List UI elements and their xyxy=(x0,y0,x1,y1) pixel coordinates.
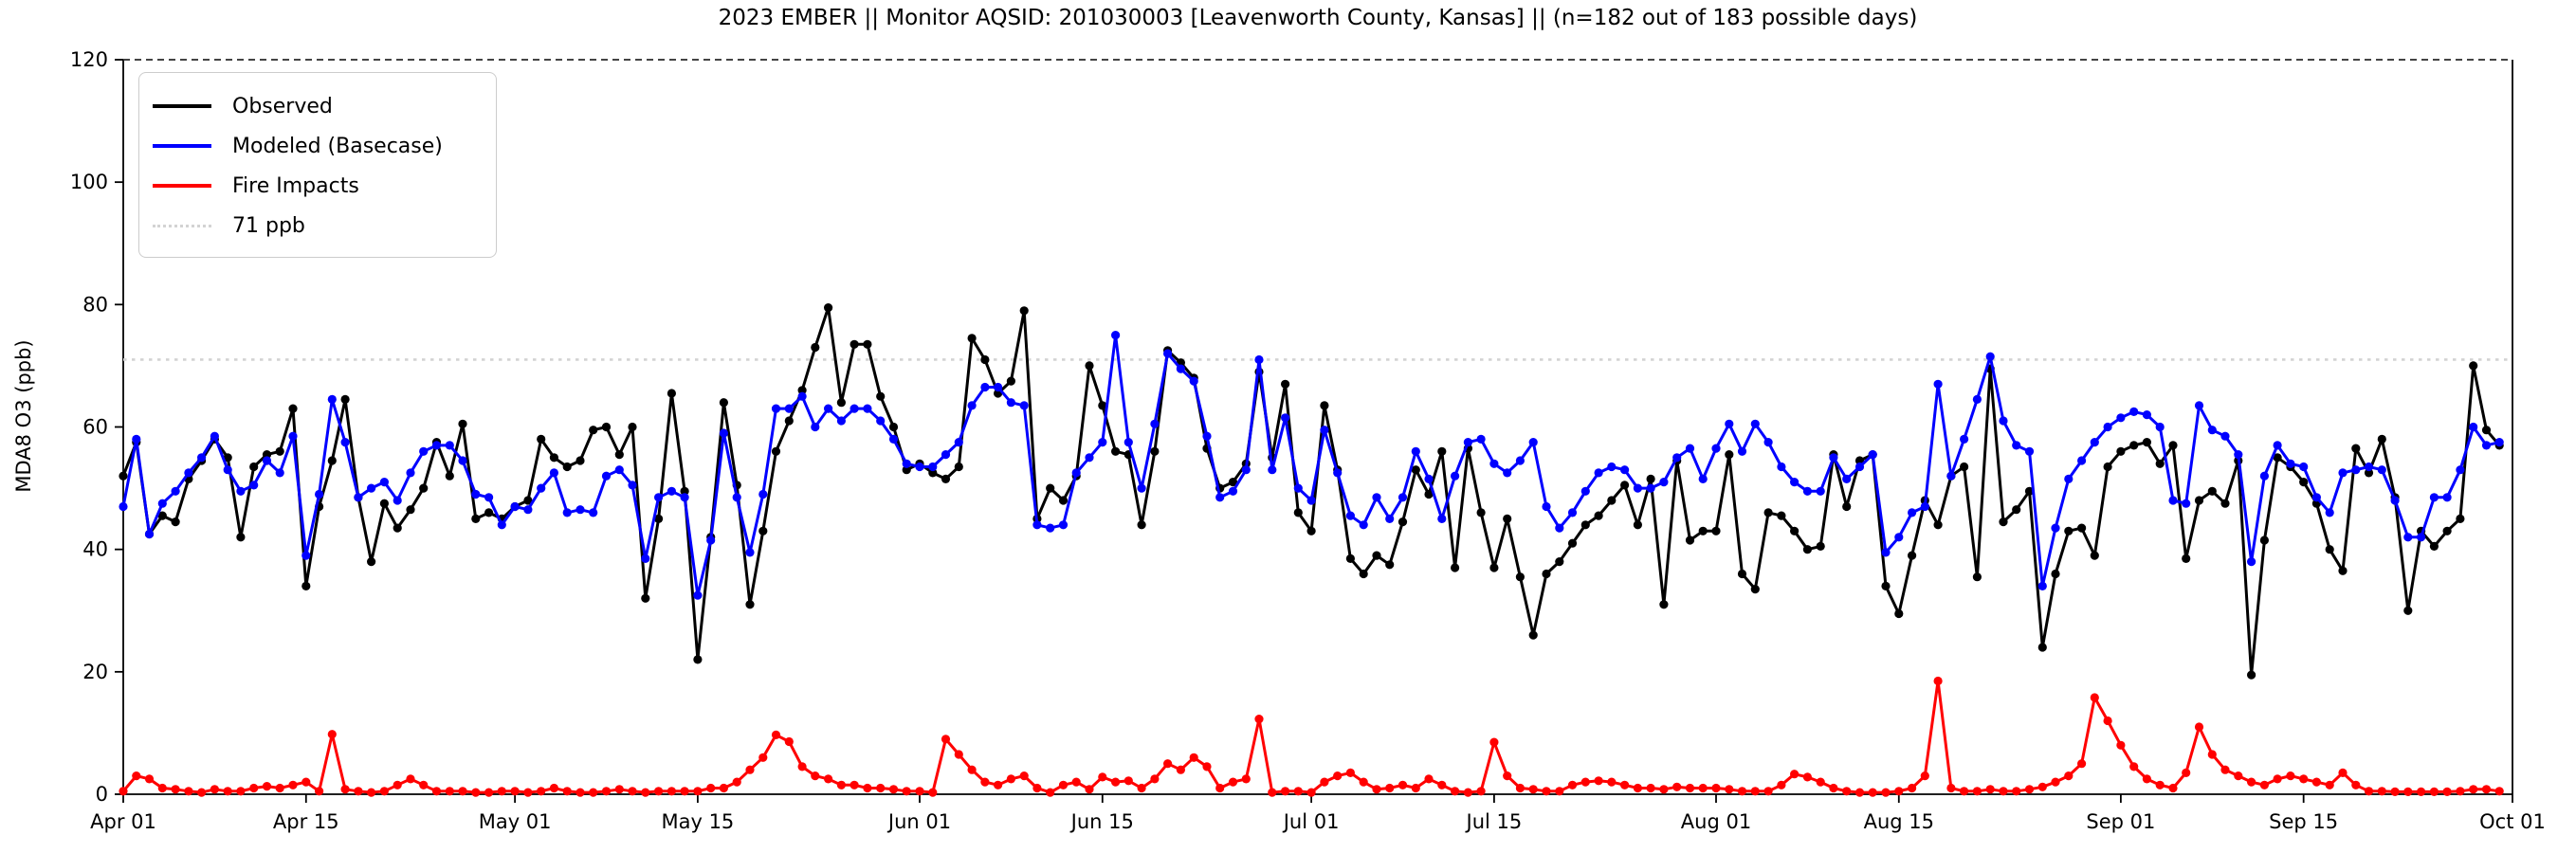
legend-box: Observed Modeled (Basecase) Fire Impacts… xyxy=(138,72,497,258)
svg-text:Aug 01: Aug 01 xyxy=(1681,810,1751,833)
fire-line-sample xyxy=(153,184,211,188)
svg-text:120: 120 xyxy=(70,48,108,71)
chart-title: 2023 EMBER || Monitor AQSID: 201030003 [… xyxy=(718,6,1918,30)
svg-text:Jun 01: Jun 01 xyxy=(886,810,951,833)
svg-text:100: 100 xyxy=(70,171,108,193)
svg-text:Oct 01: Oct 01 xyxy=(2479,810,2546,833)
legend-label-threshold: 71 ppb xyxy=(232,213,305,238)
legend-label-fire: Fire Impacts xyxy=(232,173,359,198)
svg-text:May 15: May 15 xyxy=(661,810,734,833)
svg-text:Aug 15: Aug 15 xyxy=(1864,810,1934,833)
legend-label-observed: Observed xyxy=(232,94,333,118)
svg-text:Jul 01: Jul 01 xyxy=(1282,810,1340,833)
modeled-line-sample xyxy=(153,144,211,148)
svg-text:60: 60 xyxy=(82,416,108,439)
svg-text:Apr 01: Apr 01 xyxy=(90,810,156,833)
svg-text:Jun 15: Jun 15 xyxy=(1069,810,1134,833)
legend-item-threshold: 71 ppb xyxy=(153,206,479,245)
svg-text:40: 40 xyxy=(82,538,108,561)
legend-item-fire: Fire Impacts xyxy=(153,166,479,206)
observed-line-sample xyxy=(153,104,211,108)
svg-text:May 01: May 01 xyxy=(479,810,552,833)
svg-text:20: 20 xyxy=(82,661,108,683)
svg-text:Sep 15: Sep 15 xyxy=(2269,810,2338,833)
y-axis-label: MDA8 O3 (ppb) xyxy=(12,339,35,493)
svg-text:Jul 15: Jul 15 xyxy=(1465,810,1523,833)
legend-label-modeled: Modeled (Basecase) xyxy=(232,134,443,158)
legend-item-observed: Observed xyxy=(153,86,479,126)
threshold-line-sample xyxy=(153,224,211,227)
legend-item-modeled: Modeled (Basecase) xyxy=(153,126,479,166)
svg-text:80: 80 xyxy=(82,293,108,316)
svg-text:Apr 15: Apr 15 xyxy=(273,810,339,833)
svg-text:0: 0 xyxy=(96,783,108,806)
svg-text:Sep 01: Sep 01 xyxy=(2086,810,2155,833)
